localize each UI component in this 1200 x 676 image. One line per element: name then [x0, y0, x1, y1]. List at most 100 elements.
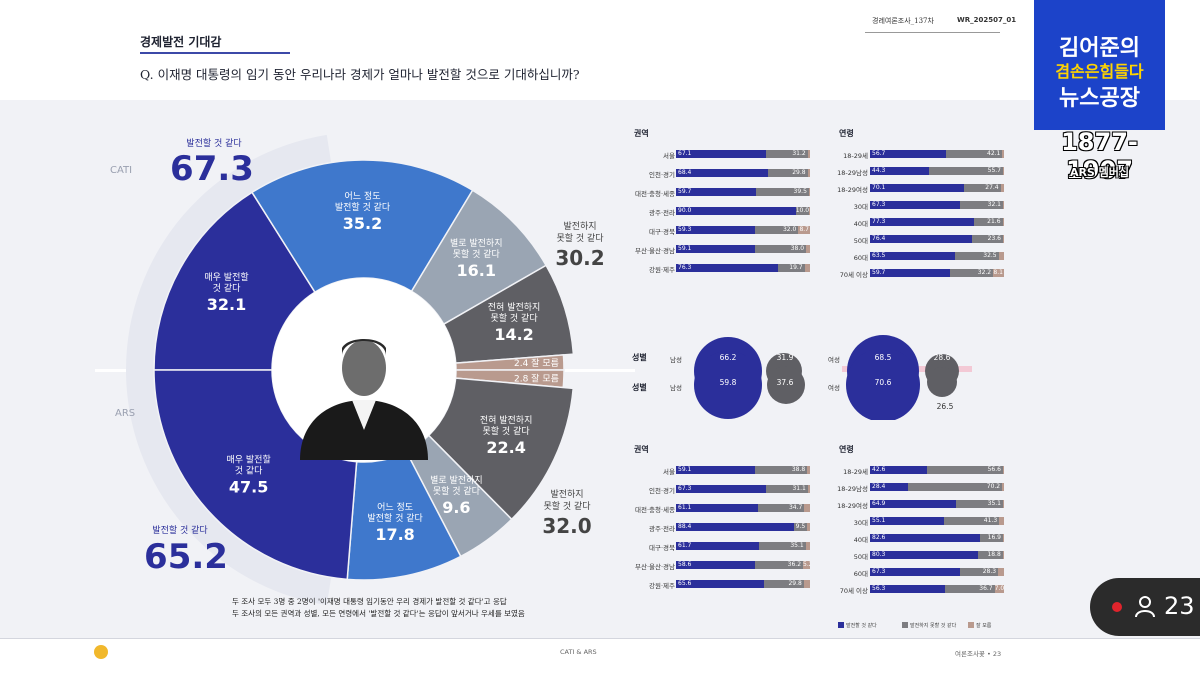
section-title: 경제발전 기대감 — [140, 35, 222, 49]
panel-1-row-3-label: 30대 — [853, 203, 868, 211]
panel-3-row-1-bar: 28.4 70.2 — [870, 483, 1004, 491]
panel-3-row-0-seg-2 — [1002, 466, 1004, 474]
panel-0-title: 권역 — [634, 129, 649, 138]
panel-0-row-6-label: 강원·제주 — [649, 266, 675, 274]
panel-3-row-5-label: 50대 — [853, 553, 868, 561]
cati-slice-3-label: 전혀 발전하지 못할 것 같다 — [488, 302, 541, 324]
panel-2-row-6-seg-1: 29.8 — [763, 580, 804, 588]
donut-chart: CATI ARS 발전할 것 같다 67.3 발전할 것 같다 65.2 발전하… — [95, 134, 635, 606]
cati-slice-3-value: 14.2 — [494, 325, 533, 344]
panel-3-row-4-label: 40대 — [853, 536, 868, 544]
cati-male-positive-value: 66.2 — [719, 353, 737, 362]
panel-0-row-6-seg-0: 76.3 — [676, 264, 779, 272]
panel-3-row-5-seg-1: 18.8 — [977, 551, 1003, 559]
broadcast-logo: 김어준의 겸손은힘들다 뉴스공장 — [1034, 0, 1165, 130]
cati-negative-label-1: 발전하지 — [563, 221, 596, 232]
cati-positive-total: 67.3 — [170, 149, 254, 189]
legend-negative: 발전하지 못할 것 같다 — [910, 623, 957, 629]
panel-0-row-1-seg-0: 68.4 — [676, 169, 768, 177]
panel-3-row-6-seg-2 — [998, 568, 1004, 576]
panel-0-row-2-seg-1: 39.5 — [755, 188, 809, 196]
panel-1-row-6-seg-2 — [998, 252, 1004, 260]
panel-0-row-0-seg-2 — [807, 150, 810, 158]
panel-2-row-0-seg-2 — [807, 466, 810, 474]
panel-3-row-1-seg-2 — [1002, 483, 1004, 491]
panel-1-row-2-label: 18-29여성 — [837, 186, 868, 194]
donut-slices — [125, 134, 575, 606]
ars-membership-label: ARS 멤버십 — [1069, 166, 1130, 179]
panel-1-row-5-bar: 76.4 23.6 — [870, 235, 1004, 243]
summary-band — [125, 134, 332, 606]
top-band — [0, 0, 1200, 100]
panel-1-title: 연령 — [839, 129, 854, 138]
panel-1-row-7-seg-2: 8.1 — [993, 269, 1004, 277]
panel-3-row-0-seg-0: 42.6 — [870, 466, 928, 474]
panel-0-row-4-seg-1: 32.0 — [755, 226, 799, 234]
panel-2-row-2-seg-2 — [804, 504, 810, 512]
panel-2-row-3-seg-0: 88.4 — [676, 523, 795, 531]
viewer-count-badge[interactable]: 23 — [1090, 578, 1200, 636]
logo-line-1: 김어준의 — [1059, 36, 1140, 61]
logo-line-2: 겸손은힘들다 — [1055, 62, 1144, 81]
panel-0-row-2-seg-0: 59.7 — [676, 188, 756, 196]
ars-slice-0-value: 47.5 — [229, 477, 268, 496]
panel-3-row-7-label: 70세 이상 — [839, 587, 868, 595]
cati-negative-total: 30.2 — [555, 246, 604, 270]
gender-female-cati: 여성 — [828, 356, 840, 364]
panel-0-row-1-seg-1: 29.8 — [767, 169, 808, 177]
panel-3-title: 연령 — [839, 445, 854, 454]
legend-positive-swatch — [838, 622, 844, 628]
panel-0-row-5-label: 부산·울산·경남 — [634, 247, 675, 255]
cati-negative-label-2: 못할 것 같다 — [556, 232, 604, 244]
panel-2-row-4-seg-2 — [805, 542, 810, 550]
cati-female-positive-value: 68.5 — [874, 353, 892, 362]
panel-0-row-4-seg-2: 8.7 — [798, 226, 810, 234]
panel-2-row-0-label: 서울 — [663, 468, 675, 476]
gender-male-cati: 남성 — [670, 356, 682, 364]
ars-slice-0-label: 매우 발전할 것 같다 — [226, 454, 270, 476]
panel-0-row-6-seg-2 — [804, 264, 810, 272]
gender-female-ars: 여성 — [828, 384, 840, 392]
panel-1-row-5-seg-0: 76.4 — [870, 235, 972, 243]
chart-caption: 두 조사 모두 3명 중 2명이 '이재명 대통령 임기동안 우리 경제가 발전… — [232, 596, 525, 620]
ars-method-label: ARS — [115, 408, 135, 419]
panel-0-row-0-label: 서울 — [663, 152, 675, 160]
panel-2-row-2-label: 대전·충청·세종 — [634, 506, 675, 514]
panel-2-row-2-bar: 61.1 34.7 — [676, 504, 810, 512]
ars-slice-2-label: 별로 발전하지 못할 것 같다 — [430, 475, 483, 497]
panel-0-row-5-seg-2 — [806, 245, 810, 253]
panel-1-row-6-label: 60대 — [853, 254, 868, 262]
section-title-underline — [140, 52, 290, 54]
survey-question: Q. 이재명 대통령의 임기 동안 우리나라 경제가 얼마나 발전할 것으로 기… — [140, 67, 580, 82]
panel-1-row-2-seg-2 — [1000, 184, 1004, 192]
panel-3-row-1-seg-0: 28.4 — [870, 483, 909, 491]
panel-1-row-7-seg-1: 32.2 — [949, 269, 994, 277]
panel-3-row-1-label: 18-29남성 — [837, 485, 868, 493]
viewer-count: 23 — [1164, 592, 1195, 620]
cati-slice-0 — [153, 191, 316, 371]
ars-dontknow-label: 2.8 잘 모름 — [514, 372, 559, 384]
panel-0-row-0-seg-1: 31.2 — [765, 150, 808, 158]
panel-0-row-2-label: 대전·충청·세종 — [634, 190, 675, 198]
panel-2-row-4-label: 대구·경북 — [649, 544, 675, 552]
panel-3-row-6-label: 60대 — [853, 570, 868, 578]
panel-2-row-6-label: 강원·제주 — [649, 582, 675, 590]
panel-3-row-2-seg-0: 64.9 — [870, 500, 957, 508]
reference-rule — [865, 32, 1000, 33]
panel-1-row-3-seg-0: 67.3 — [870, 201, 961, 209]
panel-2-row-0-bar: 59.1 38.8 — [676, 466, 810, 474]
panel-2-row-2-seg-0: 61.1 — [676, 504, 758, 512]
ars-slice-2-value: 9.6 — [442, 498, 470, 517]
panel-0-row-4-label: 대구·경북 — [649, 228, 675, 236]
panel-3-row-4-seg-1: 16.9 — [980, 534, 1003, 542]
panel-0-row-0-bar: 67.1 31.2 — [676, 150, 810, 158]
panel-0-row-3-bar: 90.0 10.0 — [676, 207, 810, 215]
panel-3-row-7-seg-0: 56.3 — [870, 585, 946, 593]
panel-3-row-7-seg-2: 7.0 — [994, 585, 1004, 593]
panel-1-row-4-seg-0: 77.3 — [870, 218, 974, 226]
panel-0-row-5-bar: 59.1 38.0 — [676, 245, 810, 253]
panel-2-row-6-seg-2 — [803, 580, 810, 588]
panel-3-row-5-seg-0: 80.3 — [870, 551, 978, 559]
panel-2-row-3-label: 광주·전라 — [649, 525, 675, 533]
panel-1-row-3-seg-2 — [1003, 201, 1004, 209]
